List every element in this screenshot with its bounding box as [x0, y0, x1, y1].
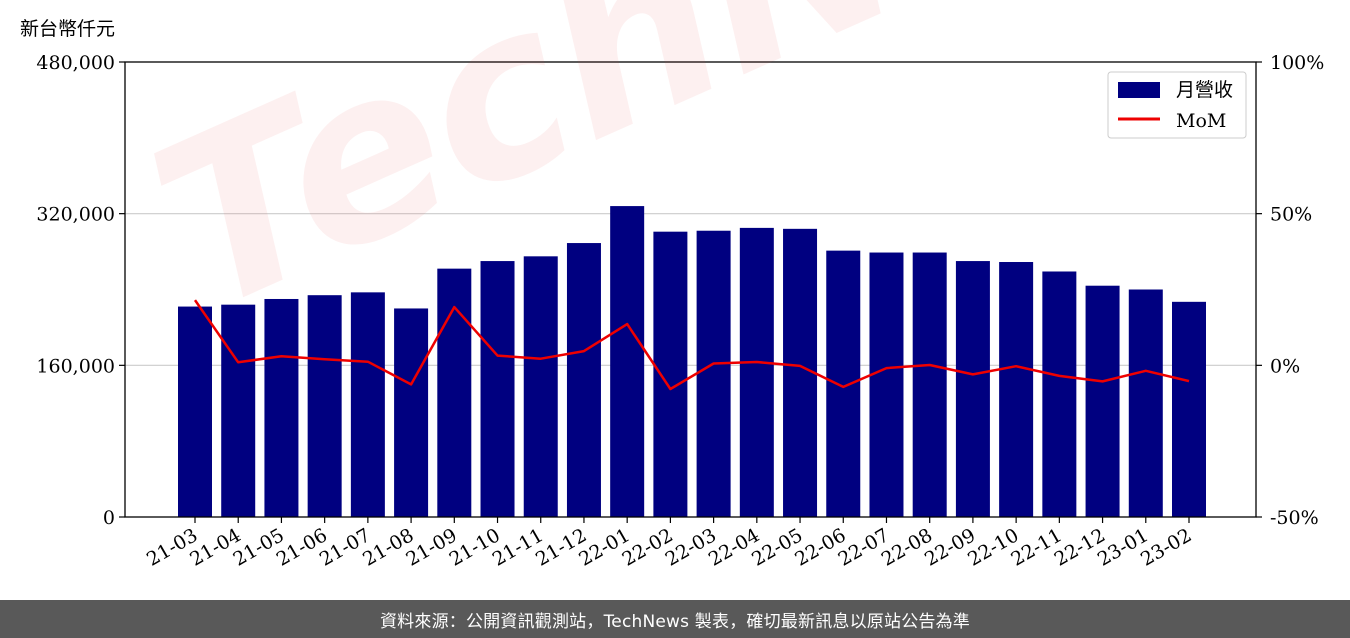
source-note: 資料來源：公開資訊觀測站，TechNews 製表，確切最新訊息以原站公告為準: [379, 611, 970, 632]
y-left-tick-label: 0: [103, 507, 115, 529]
mom-line: [193, 299, 1190, 391]
footer-bar: 資料來源：公開資訊觀測站，TechNews 製表，確切最新訊息以原站公告為準: [0, 600, 1350, 638]
revenue-bar: [653, 231, 688, 518]
legend-line-label: MoM: [1176, 110, 1226, 132]
y-left-tick-label: 320,000: [36, 204, 115, 226]
y-axis-unit-label: 新台幣仟元: [20, 18, 116, 40]
revenue-bar: [523, 256, 558, 517]
revenue-bar: [869, 252, 904, 517]
legend-bar-swatch: [1118, 82, 1160, 98]
y-right-tick-label: 100%: [1270, 52, 1324, 74]
y-left-tick-label: 480,000: [36, 52, 115, 74]
revenue-bar: [696, 230, 731, 517]
y-right-tick-label: 50%: [1270, 204, 1312, 226]
revenue-bar: [480, 261, 515, 517]
revenue-bar: [999, 262, 1034, 517]
revenue-bar: [350, 292, 385, 517]
revenue-bar: [221, 304, 256, 517]
x-tick-label: 23-02: [1137, 524, 1195, 570]
revenue-bar: [783, 228, 818, 518]
y-right-tick-label: -50%: [1270, 507, 1319, 529]
revenue-bar: [1085, 285, 1120, 517]
revenue-chart: 0160,000320,000480,000-50%0%50%100%21-03…: [36, 52, 1324, 571]
revenue-bar: [1172, 301, 1206, 517]
revenue-bar: [955, 261, 990, 517]
y-left-tick-label: 160,000: [36, 355, 115, 377]
revenue-bar: [1128, 289, 1163, 517]
revenue-bar: [307, 295, 342, 517]
revenue-bar: [178, 306, 212, 517]
revenue-bar: [1042, 271, 1077, 517]
revenue-bar: [826, 250, 861, 517]
revenue-bar: [264, 298, 299, 517]
revenue-bar: [566, 243, 601, 518]
revenue-bar: [739, 227, 774, 517]
y-right-tick-label: 0%: [1270, 355, 1300, 377]
revenue-bar: [437, 268, 472, 517]
revenue-bar: [912, 252, 947, 517]
plot-frame: [124, 61, 1257, 518]
revenue-bar: [394, 308, 429, 517]
revenue-bar: [610, 206, 645, 518]
legend-bar-label: 月營收: [1176, 79, 1233, 101]
